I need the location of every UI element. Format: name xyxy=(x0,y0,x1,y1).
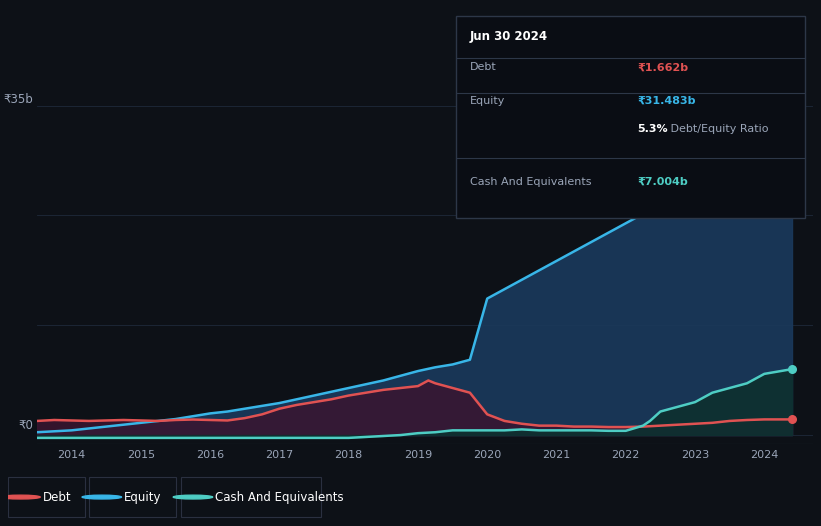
Point xyxy=(786,135,799,143)
Text: ₹0: ₹0 xyxy=(18,419,33,432)
Text: 5.3%: 5.3% xyxy=(637,124,667,134)
Text: ₹31.483b: ₹31.483b xyxy=(637,96,695,106)
FancyBboxPatch shape xyxy=(8,477,85,517)
Text: Equity: Equity xyxy=(124,491,162,503)
Text: Equity: Equity xyxy=(470,96,505,106)
Point xyxy=(786,365,799,373)
Point xyxy=(786,415,799,423)
Text: Debt/Equity Ratio: Debt/Equity Ratio xyxy=(667,124,768,134)
Text: ₹1.662b: ₹1.662b xyxy=(637,63,688,73)
Circle shape xyxy=(173,495,213,499)
FancyBboxPatch shape xyxy=(181,477,321,517)
Text: ₹35b: ₹35b xyxy=(3,93,33,106)
Circle shape xyxy=(82,495,122,499)
FancyBboxPatch shape xyxy=(456,16,805,218)
Circle shape xyxy=(1,495,40,499)
Text: Debt: Debt xyxy=(43,491,71,503)
Text: Cash And Equivalents: Cash And Equivalents xyxy=(470,177,591,187)
Text: Debt: Debt xyxy=(470,63,497,73)
Text: Jun 30 2024: Jun 30 2024 xyxy=(470,30,548,43)
FancyBboxPatch shape xyxy=(89,477,176,517)
Text: Cash And Equivalents: Cash And Equivalents xyxy=(215,491,344,503)
Text: ₹7.004b: ₹7.004b xyxy=(637,177,688,187)
